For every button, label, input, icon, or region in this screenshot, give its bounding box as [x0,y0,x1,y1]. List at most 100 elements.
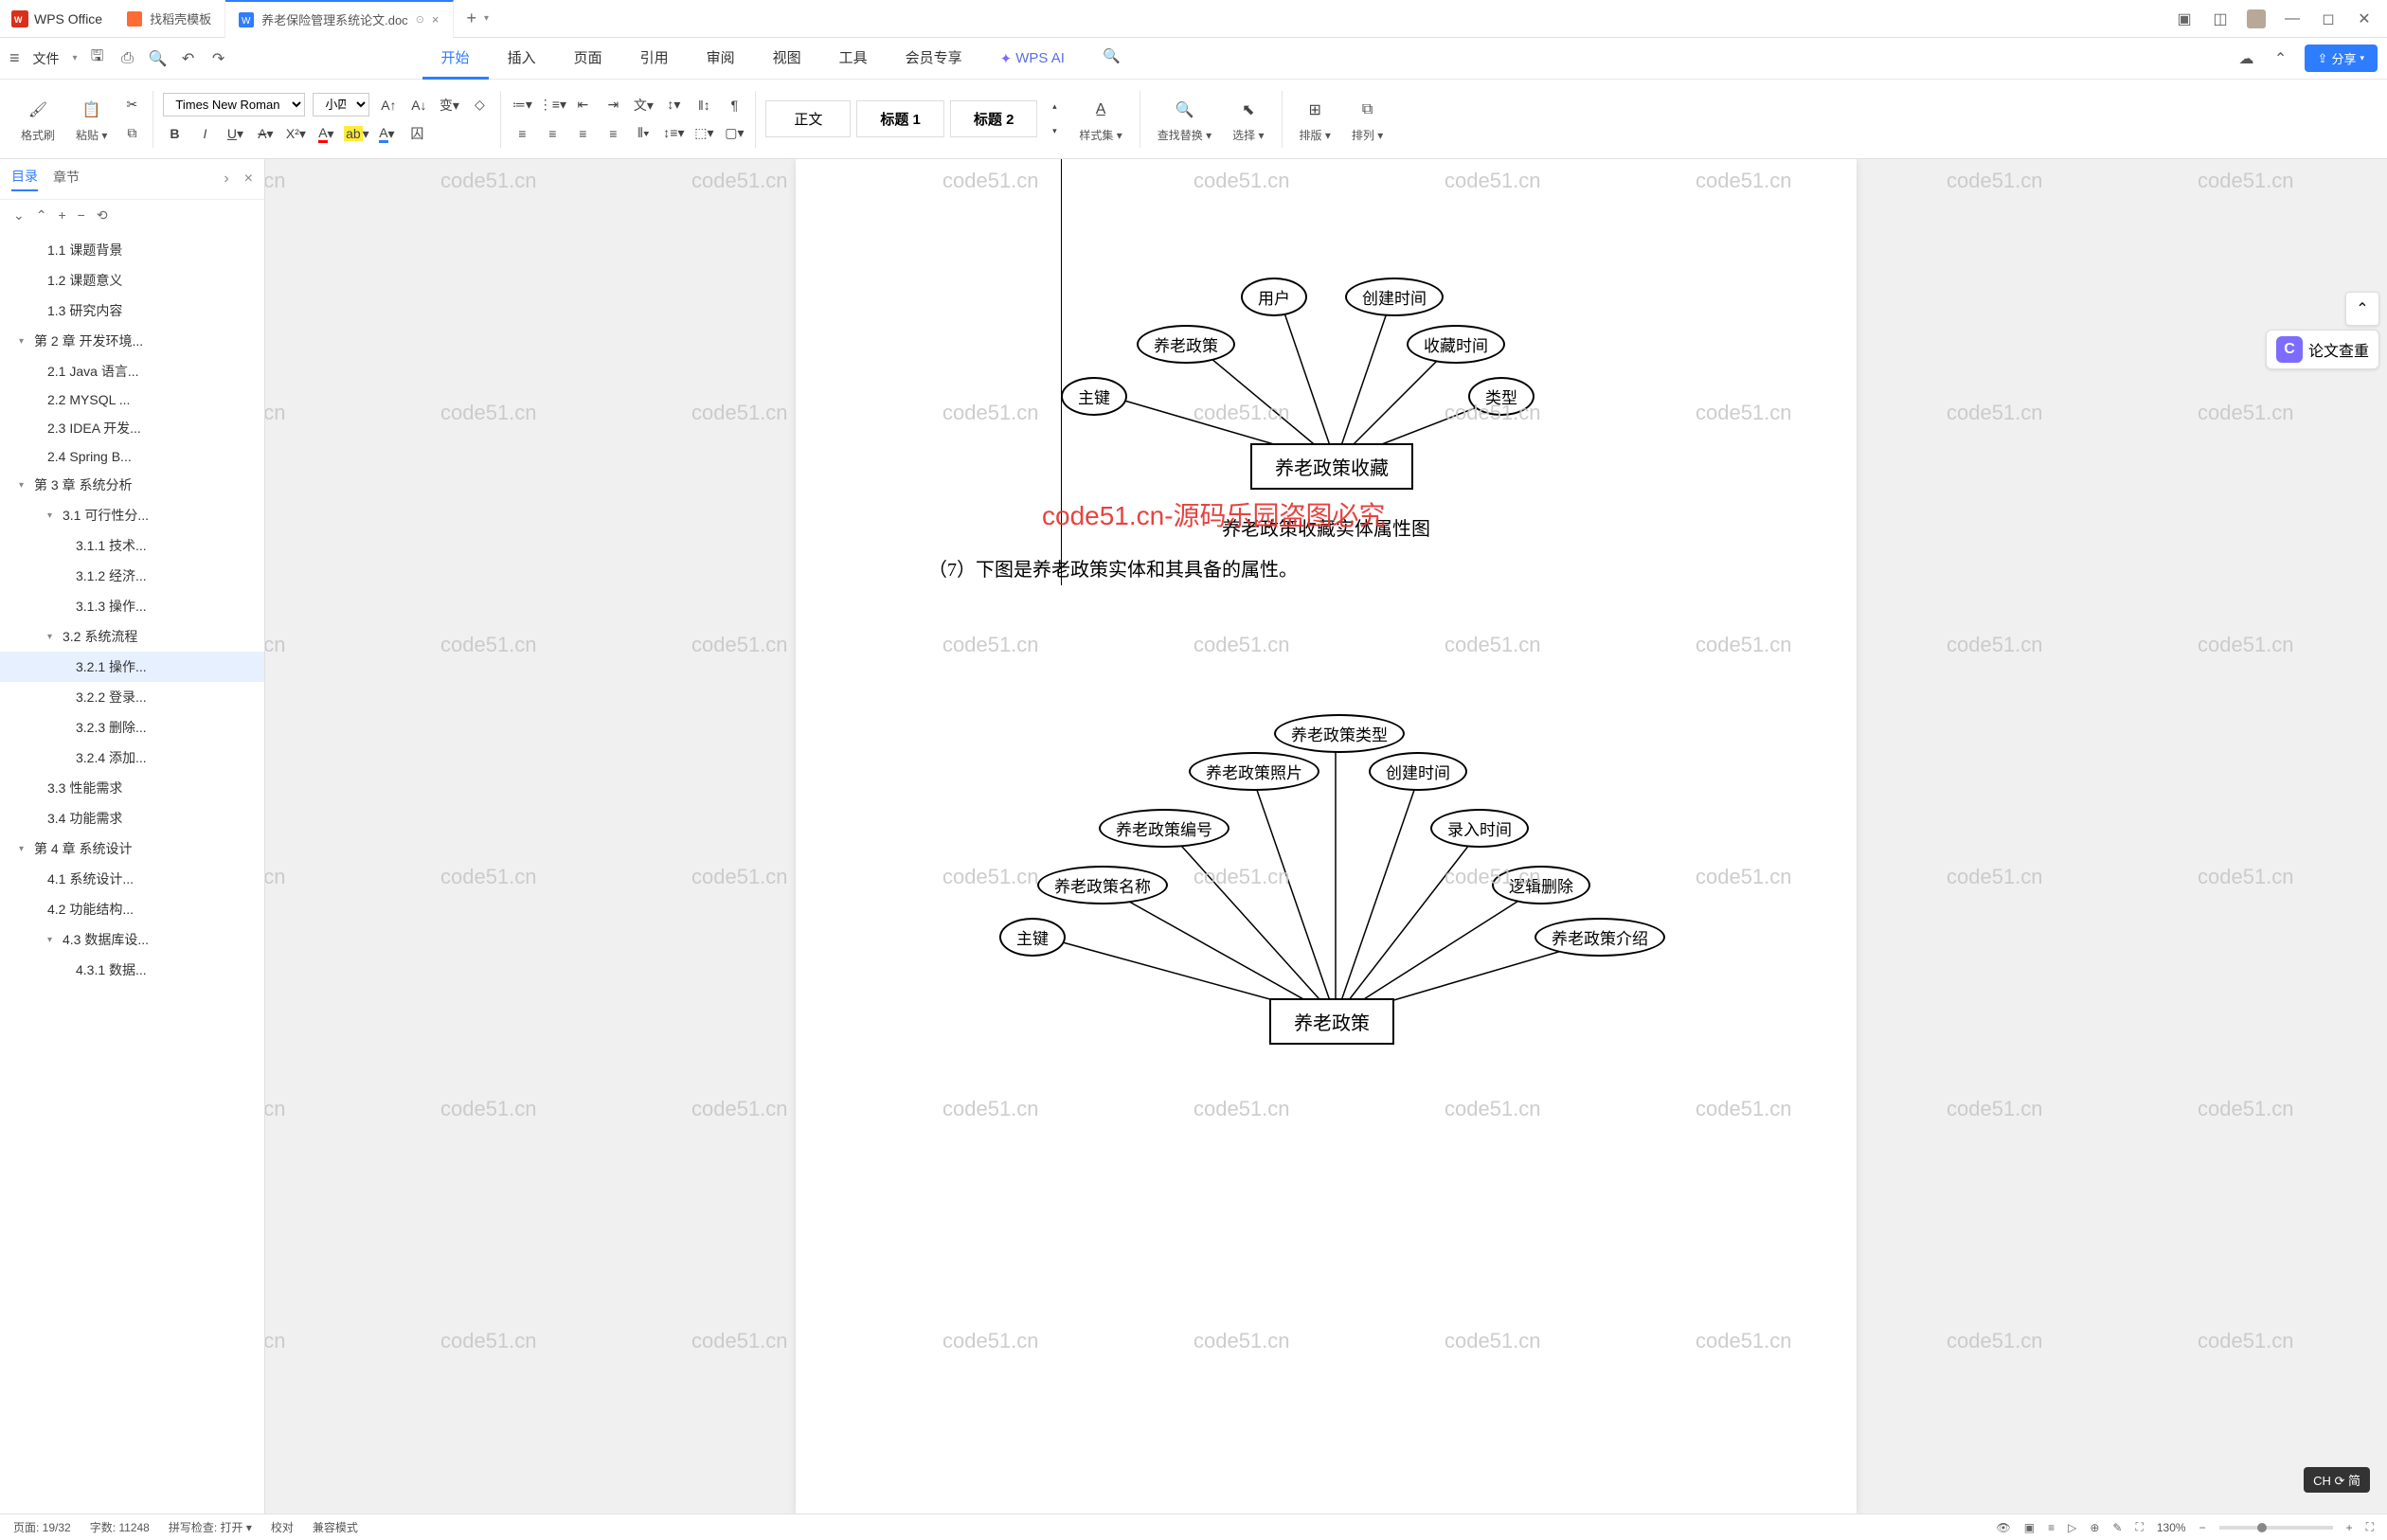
outline-item[interactable]: 1.1 课题背景 [0,235,264,265]
outline-view-icon[interactable]: ≡ [2048,1521,2055,1534]
bold-icon[interactable]: B [163,122,186,145]
outline-item[interactable]: 2.3 IDEA 开发... [0,413,264,443]
align-center-icon[interactable]: ≡ [541,122,564,145]
collapse-ribbon-icon[interactable]: ⌃ [2270,48,2291,69]
fit-icon[interactable]: ⛶ [2135,1520,2143,1534]
find-replace-group[interactable]: 🔍 查找替换 ▾ [1150,95,1219,143]
fullscreen-icon[interactable]: ⛶ [2366,1520,2374,1534]
remove-icon[interactable]: − [78,207,85,224]
tab-pin-icon[interactable]: ⊙ [416,13,424,26]
line-spacing-icon[interactable]: ‖↕ [692,94,715,116]
collapse-up-icon[interactable]: ⌃ [36,207,47,224]
sidebar-close-icon[interactable]: × [244,170,253,188]
chevron-down-icon[interactable]: ▾ [19,336,30,347]
italic-icon[interactable]: I [193,122,216,145]
layout-group[interactable]: ⊞ 排版 ▾ [1292,95,1338,143]
outline-item[interactable]: 2.1 Java 语言... [0,356,264,386]
font-select[interactable]: Times New Roman [163,93,305,116]
highlight-icon[interactable]: ab▾ [345,122,368,145]
increase-font-icon[interactable]: A↑ [377,94,400,116]
numbering-icon[interactable]: ⋮≡▾ [541,94,564,116]
zoom-level[interactable]: 130% [2157,1521,2186,1534]
decrease-indent-icon[interactable]: ⇤ [571,94,594,116]
window-multi-icon[interactable]: ▣ [2175,9,2194,28]
style-up-icon[interactable]: ▴ [1043,96,1066,118]
menu-tab-page[interactable]: 页面 [555,38,621,80]
phonetic-icon[interactable]: 变▾ [438,94,460,116]
text-direction-icon[interactable]: 文▾ [632,94,655,116]
outline-item[interactable]: 4.3.1 数据... [0,955,264,985]
outline-item[interactable]: 1.3 研究内容 [0,295,264,326]
outline-item[interactable]: ▾4.3 数据库设... [0,924,264,955]
style-down-icon[interactable]: ▾ [1043,120,1066,143]
close-icon[interactable]: ✕ [2355,9,2374,28]
avatar-icon[interactable] [2247,9,2266,28]
status-words[interactable]: 字数: 11248 [90,1519,150,1535]
tab-template[interactable]: 找稻壳模板 [114,0,225,38]
print-icon[interactable]: ⎙ [117,48,138,69]
cube-icon[interactable]: ◫ [2211,9,2230,28]
arrange-group[interactable]: ⧉ 排列 ▾ [1344,95,1391,143]
underline-icon[interactable]: U▾ [224,122,246,145]
cloud-icon[interactable]: ☁ [2236,48,2257,69]
collapse-rail-icon[interactable]: ⌃ [2345,292,2379,326]
borders-icon[interactable]: ▢▾ [723,122,745,145]
outline-item[interactable]: ▾第 3 章 系统分析 [0,470,264,500]
outline-item[interactable]: ▾3.2 系统流程 [0,621,264,652]
tab-new[interactable]: + ▾ [454,0,503,38]
paper-check-button[interactable]: C 论文查重 [2266,330,2379,369]
paste-group[interactable]: 📋 粘贴 ▾ [68,95,115,143]
outline-item[interactable]: 3.3 性能需求 [0,773,264,803]
app-logo[interactable]: W WPS Office [0,10,114,27]
zoom-out-icon[interactable]: − [2199,1521,2206,1534]
chevron-down-icon[interactable]: ▾ [47,935,59,945]
justify-icon[interactable]: ≡ [601,122,624,145]
outline-item[interactable]: 3.1.1 技术... [0,530,264,561]
strike-icon[interactable]: A▾ [254,122,277,145]
minimize-icon[interactable]: — [2283,9,2302,28]
bullets-icon[interactable]: ≔▾ [511,94,533,116]
outline-item[interactable]: ▾第 4 章 系统设计 [0,833,264,864]
chevron-down-icon[interactable]: ▾ [19,480,30,491]
outline-item[interactable]: 4.2 功能结构... [0,894,264,924]
select-group[interactable]: ⬉ 选择 ▾ [1225,95,1271,143]
zoom-slider[interactable] [2219,1526,2333,1530]
menu-tab-review[interactable]: 审阅 [688,38,754,80]
format-painter-group[interactable]: 🖌 格式刷 [13,95,63,143]
outline-item[interactable]: 3.2.2 登录... [0,682,264,712]
status-proof[interactable]: 校对 [271,1519,294,1535]
menu-tab-ai[interactable]: ✦WPS AI [981,38,1084,80]
show-marks-icon[interactable]: ¶ [723,94,745,116]
sort-icon[interactable]: ↕▾ [662,94,685,116]
outline-item[interactable]: ▾3.1 可行性分... [0,500,264,530]
outline-item[interactable]: 2.2 MYSQL ... [0,386,264,413]
chevron-down-icon[interactable]: ▾ [73,53,78,63]
menu-tab-member[interactable]: 会员专享 [887,38,981,80]
menu-file[interactable]: 文件 [29,49,63,68]
sidebar-tab-chapter[interactable]: 章节 [53,168,80,190]
shading-icon[interactable]: ⬚▾ [692,122,715,145]
outline-item[interactable]: 3.1.2 经济... [0,561,264,591]
chevron-down-icon[interactable]: ▾ [19,844,30,854]
menu-tab-tools[interactable]: 工具 [820,38,887,80]
outline-item[interactable]: 2.4 Spring B... [0,443,264,470]
eye-icon[interactable]: 👁 [1997,1521,2011,1534]
menu-search-icon[interactable]: 🔍 [1084,38,1140,80]
style-heading1[interactable]: 标题 1 [856,100,944,137]
outline-item[interactable]: 3.2.1 操作... [0,652,264,682]
status-page[interactable]: 页面: 19/32 [13,1519,71,1535]
page-view-icon[interactable]: ▣ [2024,1521,2035,1534]
outline-item[interactable]: 3.4 功能需求 [0,803,264,833]
chevron-down-icon[interactable]: ▾ [484,13,489,24]
style-set-group[interactable]: A̲ 样式集 ▾ [1071,95,1129,143]
style-heading2[interactable]: 标题 2 [950,100,1038,137]
char-border-icon[interactable]: 囚 [405,122,428,145]
cut-icon[interactable]: ✂ [120,94,143,116]
add-icon[interactable]: + [58,207,65,224]
size-select[interactable]: 小四 [313,93,369,116]
hamburger-icon[interactable]: ≡ [9,48,20,68]
menu-tab-view[interactable]: 视图 [754,38,820,80]
edit-icon[interactable]: ✎ [2112,1521,2122,1534]
maximize-icon[interactable]: ◻ [2319,9,2338,28]
undo-icon[interactable]: ↶ [178,48,199,69]
